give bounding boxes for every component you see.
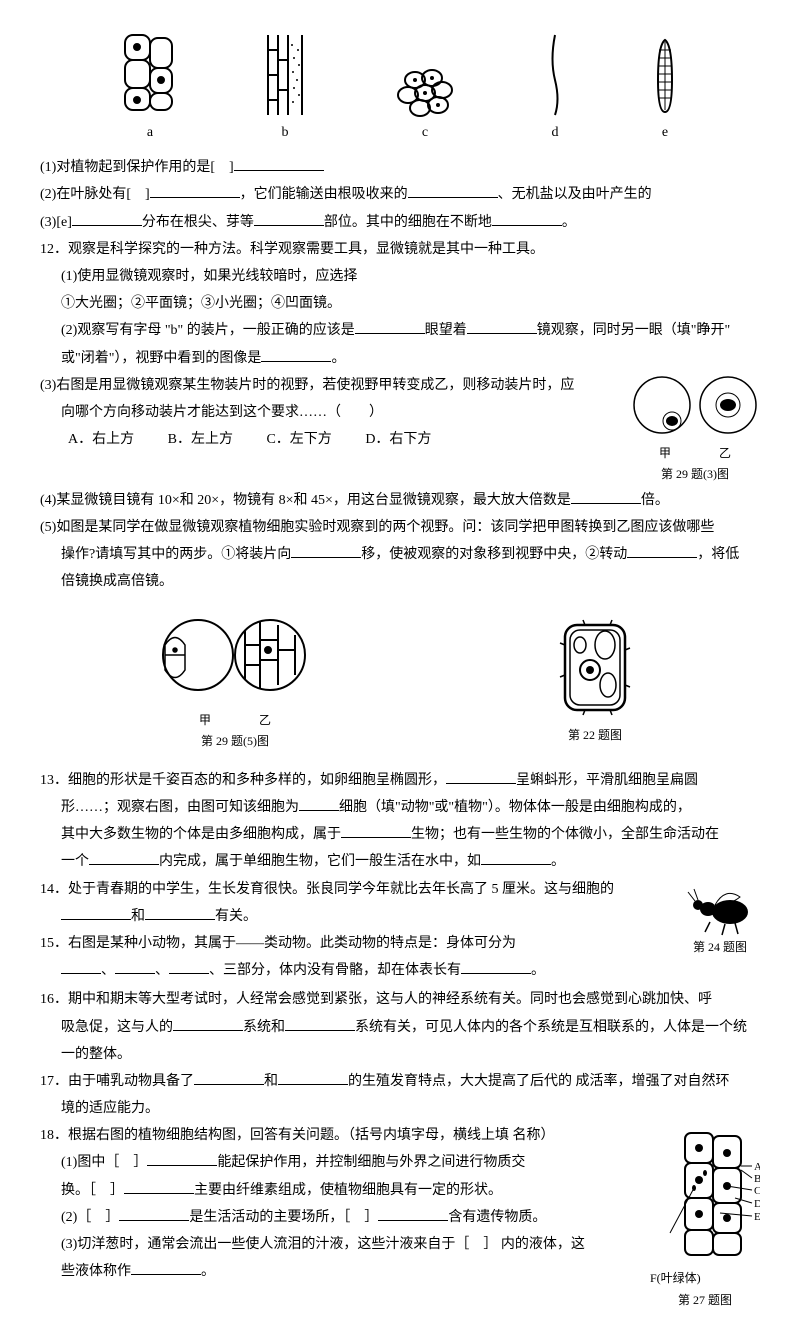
q13-d: 一个内完成，属于单细胞生物，它们一般生活在水中，如。 xyxy=(40,849,760,874)
q16-a: 16．期中和期末等大型考试时，人经常会感觉到紧张，这与人的神经系统有关。同时也会… xyxy=(40,987,760,1012)
label-e: e xyxy=(650,120,680,145)
q12-4: (4)某显微镜目镜有 10×和 20×，物镜有 8×和 45×，用这台显微镜观察… xyxy=(40,488,760,513)
q29-5-figure: 甲 乙 第 29 题(5)图 xyxy=(160,610,310,753)
label-b: b xyxy=(260,120,310,145)
mid-diagrams: 甲 乙 第 29 题(5)图 第 22 题图 xyxy=(40,610,760,753)
q11-1: (1)对植物起到保护作用的是[ ] xyxy=(40,155,760,180)
q12-2a: (2)观察写有字母 "b" 的装片，一般正确的应该是眼望着镜观察，同时另一眼（填… xyxy=(40,318,760,343)
microscope-field-icon xyxy=(630,373,760,443)
q27-figure: A B C D E F(叶绿体) 第 27 题图 xyxy=(650,1128,760,1311)
q14-b: 和有关。 xyxy=(40,904,760,929)
q13-a: 13．细胞的形状是千姿百态的和多种多样的，如卵细胞呈椭圆形，呈蝌蚪形，平滑肌细胞… xyxy=(40,768,760,793)
diagram-c: c xyxy=(390,60,460,145)
q12-1-opts: ①大光圈；②平面镜；③小光圈；④凹面镜。 xyxy=(40,291,760,316)
q13-c: 其中大多数生物的个体是由多细胞构成，属于生物；也有一些生物的个体微小，全部生命活… xyxy=(40,822,760,847)
q17-b: 境的适应能力。 xyxy=(40,1096,760,1121)
q12-5a: (5)如图是某同学在做显微镜观察植物细胞实验时观察到的两个视野。问：该同学把甲图… xyxy=(40,515,760,540)
q12-5b: 操作?请填写其中的两步。①将装片向移，使被观察的对象移到视野中央，②转动，将低 xyxy=(40,542,760,567)
q22-figure: 第 22 题图 xyxy=(550,615,640,747)
q13-b: 形……；观察右图，由图可知该细胞为细胞（填"动物"或"植物"）。物体体一般是由细… xyxy=(40,795,760,820)
diagram-d: d xyxy=(540,30,570,145)
tissue-a-icon xyxy=(120,30,180,120)
q12-head: 12．观察是科学探究的一种方法。科学观察需要工具，显微镜就是其中一种工具。 xyxy=(40,237,760,262)
tissue-e-icon xyxy=(650,30,680,120)
diagram-b: b xyxy=(260,30,310,145)
q12-1: (1)使用显微镜观察时，如果光线较暗时，应选择 xyxy=(40,264,760,289)
plant-cells-structure-icon: A B C D E xyxy=(650,1128,760,1268)
q12-5c: 倍镜换成高倍镜。 xyxy=(40,569,760,594)
tissue-c-icon xyxy=(390,60,460,120)
q11-3: (3)[e]分布在根尖、芽等部位。其中的细胞在不断地。 xyxy=(40,210,760,235)
q16-b: 吸急促，这与人的系统和系统有关，可见人体内的各个系统是互相联系的，人体是一个统 xyxy=(40,1015,760,1040)
choice-c: C．左下方 xyxy=(266,432,331,447)
label-d: d xyxy=(540,120,570,145)
diagram-e: e xyxy=(650,30,680,145)
diagram-a: a xyxy=(120,30,180,145)
cell-fields-icon xyxy=(160,610,310,710)
label-D: D xyxy=(754,1198,760,1210)
tissue-b-icon xyxy=(260,30,310,120)
plant-cell-icon xyxy=(550,615,640,725)
q24-figure: 第 24 题图 xyxy=(680,877,760,959)
q11-2: (2)在叶脉处有[ ]，它们能输送由根吸收来的、无机盐以及由叶产生的 xyxy=(40,182,760,207)
q12-3-figure: 甲 乙 第 29 题(3)图 xyxy=(630,373,760,486)
label-C: C xyxy=(754,1185,760,1197)
q14: 14．处于青春期的中学生，生长发育很快。张良同学今年就比去年长高了 5 厘米。这… xyxy=(40,877,760,902)
q12-2b: 或"闭着"），视野中看到的图像是。 xyxy=(40,346,760,371)
q16-c: 一的整体。 xyxy=(40,1042,760,1067)
q15-a: 15．右图是某种小动物，其属于——类动物。此类动物的特点是：身体可分为 xyxy=(40,931,760,956)
q17-a: 17．由于哺乳动物具备了和的生殖发育特点，大大提高了后代的 成活率，增强了对自然… xyxy=(40,1069,760,1094)
q15-b: 、、、三部分，体内没有骨骼，却在体表长有。 xyxy=(40,958,760,983)
choice-d: D．右下方 xyxy=(365,432,431,447)
bee-icon xyxy=(680,877,760,937)
tissue-d-icon xyxy=(540,30,570,120)
label-A: A xyxy=(754,1161,760,1173)
label-c: c xyxy=(390,120,460,145)
choice-a: A．右上方 xyxy=(68,432,134,447)
choice-b: B．左上方 xyxy=(168,432,233,447)
label-B: B xyxy=(754,1173,760,1185)
top-tissue-diagrams: a b xyxy=(40,30,760,145)
label-E: E xyxy=(754,1211,760,1223)
label-a: a xyxy=(120,120,180,145)
